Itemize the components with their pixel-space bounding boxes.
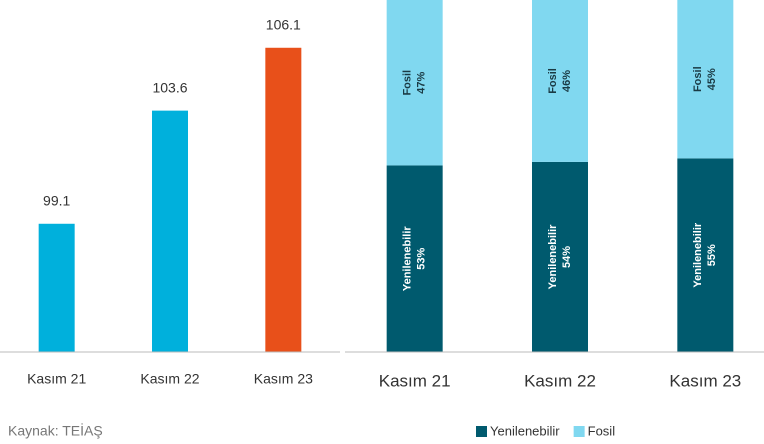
- segment-label: Fosil 46%: [547, 68, 573, 94]
- segment-label: Fosil 47%: [402, 70, 428, 96]
- data-label: 54%: [561, 246, 573, 268]
- data-label: 46%: [561, 70, 573, 92]
- bar-segment: [386, 165, 443, 352]
- segment-name: Yenilenebilir: [692, 222, 704, 288]
- x-tick-label: Kasım 21: [27, 371, 86, 387]
- x-tick-label: Kasım 22: [524, 371, 596, 390]
- legend-swatch: [476, 426, 487, 437]
- source: Kaynak: TEİAŞ: [8, 422, 103, 439]
- bar: [152, 110, 188, 352]
- segment-name: Yenilenebilir: [547, 224, 559, 290]
- legend-label: Fosil: [588, 423, 616, 438]
- segment-name: Fosil: [692, 66, 704, 92]
- bar-segment: [386, 0, 443, 166]
- segment-name: Yenilenebilir: [402, 226, 414, 292]
- segment-name: Fosil: [402, 70, 414, 96]
- bar-segment: [532, 0, 588, 162]
- bar-segment: [677, 158, 734, 352]
- legend-swatch: [573, 426, 585, 437]
- segment-label: Yenilenebilir 53%: [402, 226, 428, 292]
- data-label: 103.6: [152, 79, 187, 95]
- legend-label: Yenilenebilir: [490, 423, 560, 438]
- segment-label: Yenilenebilir 55%: [692, 222, 718, 288]
- segment-name: Fosil: [547, 68, 559, 94]
- data-label: 106.1: [266, 16, 301, 32]
- bar: [38, 223, 75, 352]
- bar: [265, 47, 302, 353]
- x-tick-label: Kasım 21: [379, 371, 451, 390]
- data-label: 55%: [706, 244, 718, 266]
- x-tick-label: Kasım 22: [140, 371, 199, 387]
- data-label: 47%: [416, 72, 428, 94]
- data-label: 45%: [706, 68, 718, 90]
- segment-label: Fosil 45%: [692, 66, 718, 92]
- x-tick-label: Kasım 23: [669, 371, 741, 390]
- x-tick-label: Kasım 23: [254, 371, 313, 387]
- data-label: 99.1: [43, 192, 70, 208]
- bar-segment: [532, 161, 588, 352]
- segment-label: Yenilenebilir 54%: [547, 224, 573, 290]
- bar-segment: [677, 0, 734, 159]
- data-label: 53%: [416, 248, 428, 270]
